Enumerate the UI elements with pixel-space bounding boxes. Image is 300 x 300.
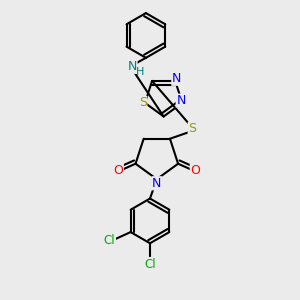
Text: H: H bbox=[135, 67, 144, 77]
Text: O: O bbox=[113, 164, 123, 177]
Text: S: S bbox=[188, 122, 196, 135]
Text: O: O bbox=[190, 164, 200, 177]
Text: S: S bbox=[139, 96, 147, 110]
Text: Cl: Cl bbox=[104, 234, 116, 247]
Text: N: N bbox=[172, 72, 181, 85]
Text: N: N bbox=[128, 60, 137, 73]
Text: Cl: Cl bbox=[144, 257, 156, 271]
Text: N: N bbox=[176, 94, 186, 107]
Text: N: N bbox=[152, 177, 161, 190]
